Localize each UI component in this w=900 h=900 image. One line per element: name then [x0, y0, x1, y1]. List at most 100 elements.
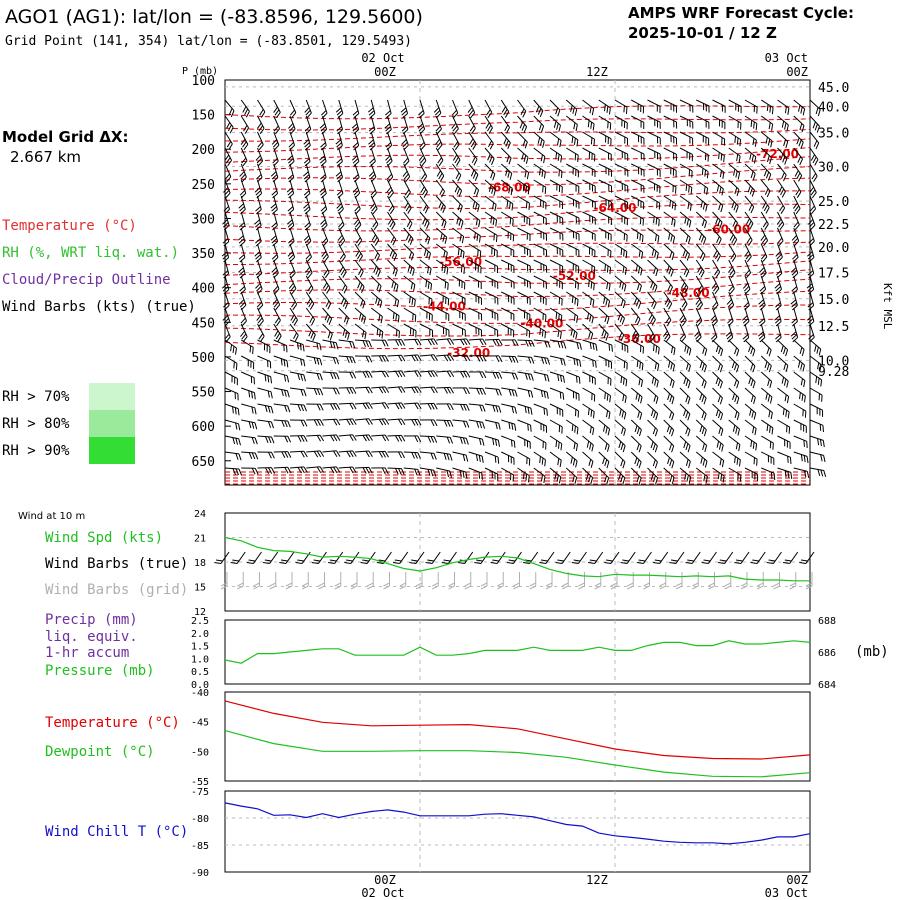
- wind-barb: [240, 307, 247, 327]
- legend-item: Cloud/Precip Outline: [2, 272, 171, 288]
- wind-barb: [549, 387, 565, 400]
- wind-barb: [338, 418, 357, 426]
- wind-barb: [549, 403, 564, 417]
- wind-barb: [793, 131, 804, 149]
- wind-barb: [712, 387, 723, 405]
- wind-barb: [303, 227, 312, 247]
- wind-barb: [400, 99, 409, 119]
- wind-barb: [255, 195, 262, 215]
- wind-barb: [336, 147, 343, 167]
- wind-barb: [614, 211, 628, 226]
- wind-barb: [630, 451, 642, 469]
- wind-barb: [490, 551, 506, 564]
- isotherm-line: [224, 304, 811, 324]
- precip-tick-label: 1.0: [191, 654, 209, 665]
- wind-barb: [549, 419, 563, 434]
- wind-barb: [387, 211, 396, 230]
- wind-barb: [354, 307, 367, 324]
- wind-barb: [630, 387, 643, 404]
- wind-barb: [288, 227, 295, 247]
- wind-barb: [647, 147, 661, 161]
- wind-barb: [647, 387, 659, 404]
- wind-barb: [614, 419, 626, 436]
- wind-barb: [237, 227, 246, 247]
- isotherm-line: [224, 278, 811, 297]
- wind-barb: [679, 195, 692, 211]
- wind-barb: [517, 323, 531, 338]
- wind-barb: [239, 275, 246, 295]
- precip-panel-plot: 2.5 2.0 1.51.0 0.5 0.0 688 686 684 (mb) Precip (m…: [45, 612, 889, 691]
- wind-barb: [549, 227, 564, 241]
- legend: Temperature (°C) RH (%, WRT liq. wat.) Clo…: [2, 218, 196, 315]
- wind-barb: [500, 147, 512, 165]
- wind-barb: [663, 451, 675, 469]
- wind-barb: [695, 243, 706, 262]
- wind-barb: [322, 450, 341, 458]
- wind-barb: [728, 371, 740, 389]
- wind-barb-grid: [562, 572, 569, 590]
- wind-barb: [452, 419, 470, 428]
- wind-barb: [302, 163, 311, 183]
- wind-barb: [809, 355, 822, 372]
- wind-barb-grid: [480, 572, 488, 590]
- wind-barb: [533, 291, 547, 306]
- wind-barb: [289, 339, 305, 352]
- wind-barb: [775, 291, 782, 311]
- wind-barb: [273, 435, 292, 443]
- wind-barb: [354, 418, 373, 426]
- wind-barb: [685, 551, 701, 564]
- wind-barb: [759, 259, 767, 279]
- wind-barb: [370, 195, 378, 215]
- wind-barb: [614, 451, 626, 469]
- wind-barb: [679, 323, 687, 343]
- wind-barb: [728, 163, 741, 180]
- wind-barb: [582, 403, 595, 419]
- dewpoint-line: [224, 730, 811, 778]
- wind-barb: [809, 115, 820, 133]
- wind-barb: [647, 339, 660, 355]
- wind-barb-grid: [383, 572, 390, 590]
- wind-barb: [322, 387, 340, 395]
- wind-barb: [419, 307, 433, 322]
- wind-barb: [387, 195, 395, 215]
- wind-barb: [663, 195, 677, 211]
- pressure-axis-title: P (mb): [182, 66, 218, 77]
- wind-barb: [468, 275, 482, 290]
- wind-barb: [582, 307, 594, 324]
- wind-barb: [305, 291, 315, 310]
- pressure-tick-label: 450: [192, 316, 215, 331]
- wind-barb: [501, 387, 518, 397]
- wind-barb: [647, 243, 659, 260]
- wind-barb: [452, 211, 464, 228]
- wind-barb: [549, 355, 566, 366]
- wind-barb: [728, 435, 741, 452]
- wind-barb: [647, 419, 658, 437]
- wind-barb: [566, 227, 580, 241]
- wind-barb: [273, 451, 292, 458]
- wind-barb: [403, 370, 422, 378]
- wind-barb: [419, 370, 438, 378]
- wind-barb: [647, 163, 661, 177]
- wind-barb: [614, 387, 627, 404]
- wind-barb: [647, 195, 661, 210]
- wind-barb: [533, 467, 546, 484]
- wind-barb: [662, 323, 671, 343]
- wind-barb: [647, 435, 658, 453]
- wind-barb: [387, 243, 398, 262]
- wind-barb: [663, 99, 677, 113]
- wind-barb: [679, 211, 692, 228]
- wind-barb: [336, 195, 344, 215]
- wind-barb: [289, 466, 308, 474]
- wind-barb: [338, 275, 348, 294]
- wind-barb: [549, 323, 562, 339]
- pressure-unit: (mb): [855, 644, 889, 660]
- wind-barb: [306, 371, 323, 381]
- wind-barb: [696, 131, 710, 146]
- wind-barb: [436, 354, 455, 362]
- wind-barb: [631, 179, 645, 193]
- wind-barb: [354, 275, 365, 294]
- wind-barb: [783, 551, 799, 564]
- wind-barb: [387, 370, 406, 378]
- wind-barb: [728, 227, 738, 246]
- wind-barb: [257, 403, 274, 414]
